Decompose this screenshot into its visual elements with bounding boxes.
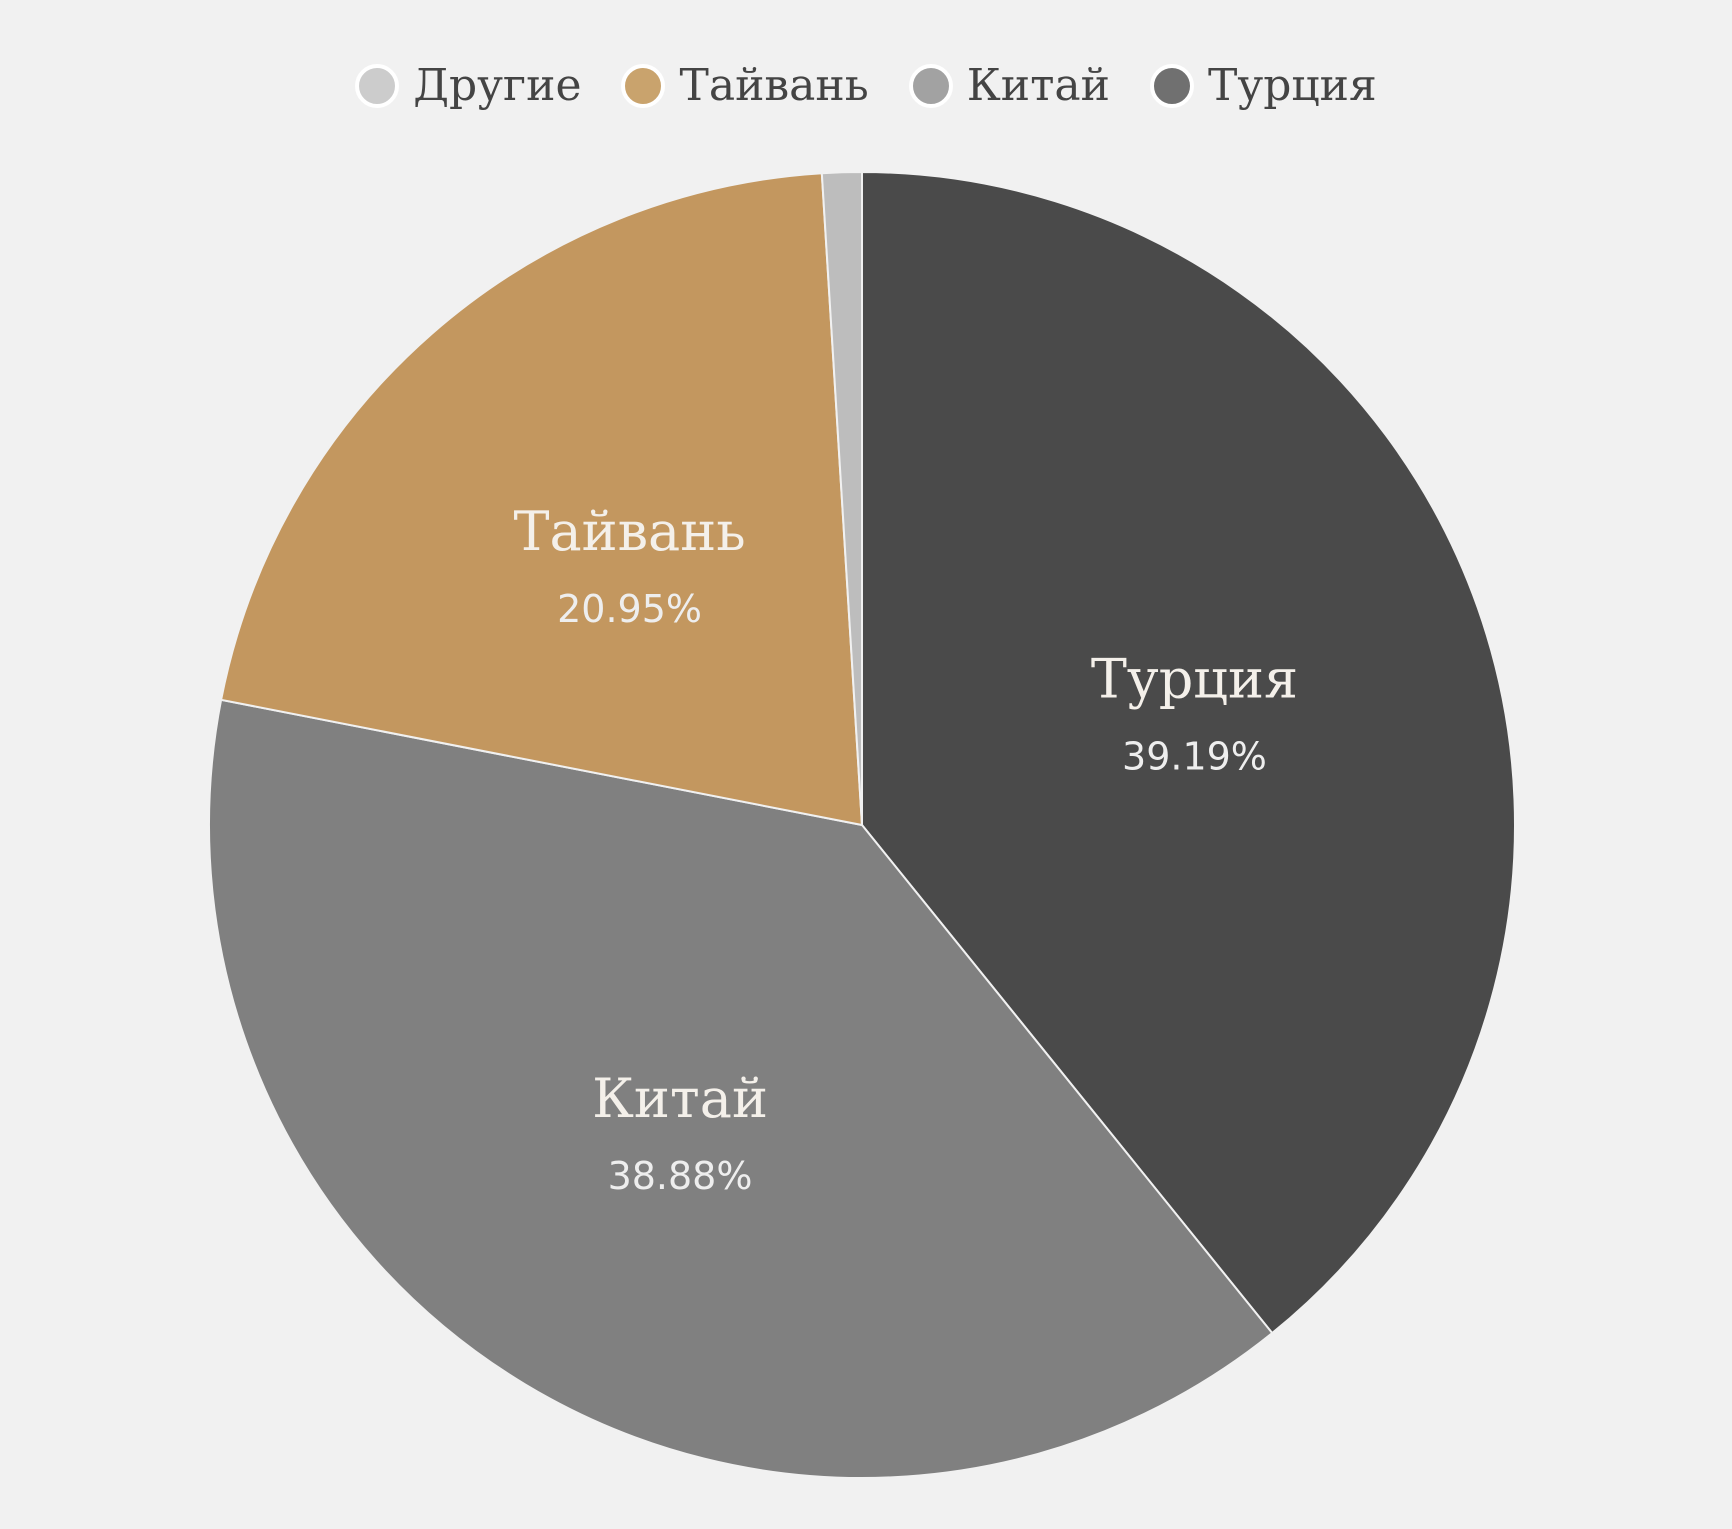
- legend-marker: [355, 63, 400, 108]
- slice-label: Китай: [592, 1067, 768, 1130]
- legend-marker: [908, 63, 953, 108]
- slice-label: Тайвань: [513, 500, 745, 563]
- pie-slice-3[interactable]: [219, 172, 864, 827]
- legend-marker: [621, 63, 666, 108]
- pie-slice-2[interactable]: [208, 698, 1274, 1479]
- slice-percent: 38.88%: [608, 1154, 753, 1198]
- slice-percent: 20.95%: [557, 587, 702, 631]
- legend: Другие Тайвань Китай Турция: [0, 60, 1732, 111]
- pie-slice-1[interactable]: [861, 170, 1516, 1335]
- legend-label: Китай: [966, 60, 1110, 111]
- legend-item[interactable]: Другие: [355, 60, 581, 111]
- slice-label: Турция: [1091, 648, 1298, 711]
- slice-percent: 39.19%: [1122, 735, 1267, 779]
- legend-item[interactable]: Китай: [908, 60, 1110, 111]
- legend-label: Другие: [413, 60, 582, 111]
- legend-item[interactable]: Турция: [1149, 60, 1377, 111]
- legend-item[interactable]: Тайвань: [621, 60, 869, 111]
- legend-label: Тайвань: [679, 60, 869, 111]
- legend-label: Турция: [1207, 60, 1377, 111]
- pie-slice-4[interactable]: [820, 170, 863, 826]
- legend-marker: [1149, 63, 1194, 108]
